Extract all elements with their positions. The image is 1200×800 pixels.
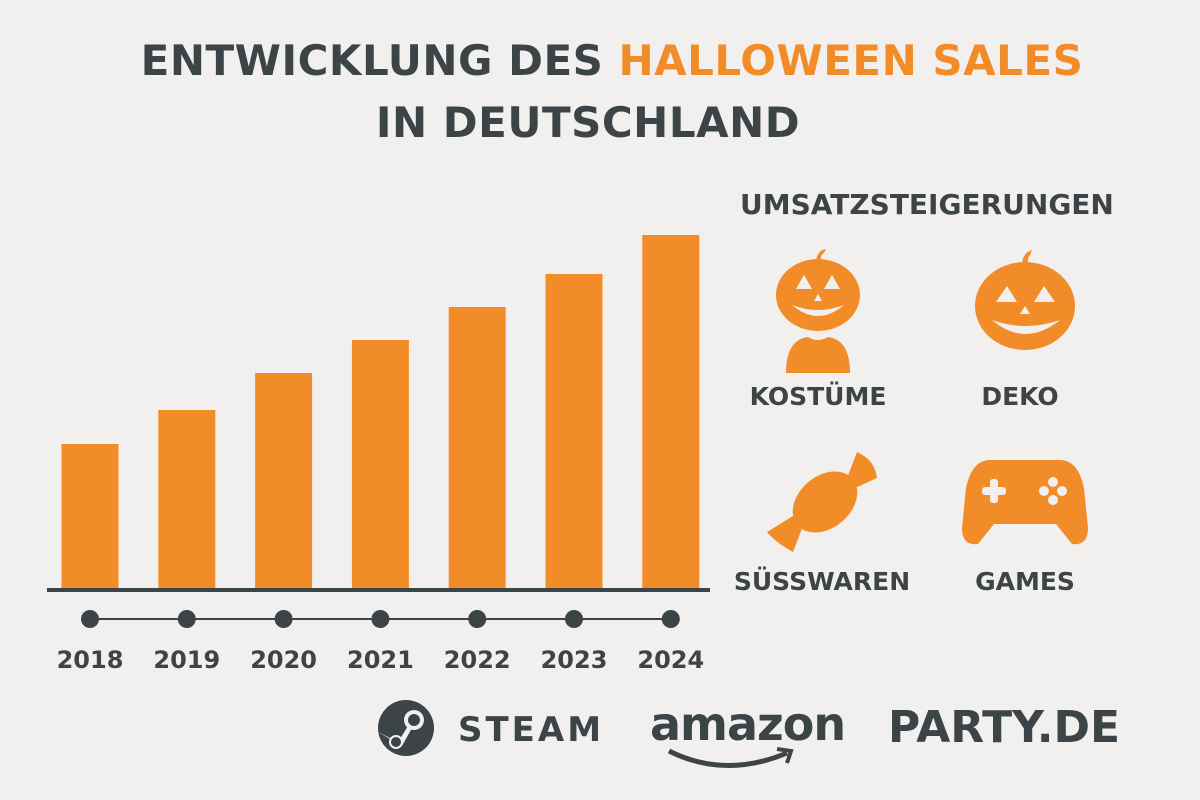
timeline-dot-2021	[371, 610, 390, 628]
title-highlight: HALLOWEEN SALES	[618, 36, 1084, 85]
steam-logo-text: STEAM	[458, 710, 605, 750]
bar-2023	[545, 274, 603, 588]
bar-chart: 2018 2019 2020 2021 2022 2023 2024	[47, 235, 710, 674]
title-line-1: ENTWICKLUNG DES HALLOWEEN SALES	[12, 36, 1200, 85]
x-tick-label: 2019	[153, 646, 220, 674]
bar-2022	[448, 307, 506, 588]
timeline-dot-2022	[468, 610, 487, 628]
bar-2024	[642, 235, 700, 588]
category-deko: DEKO	[981, 382, 1059, 411]
category-games: GAMES	[975, 567, 1075, 596]
bar-2019	[158, 410, 216, 588]
title-line-2: IN DEUTSCHLAND	[375, 98, 801, 147]
x-tick-label: 2021	[347, 646, 414, 674]
timeline-dot-2023	[565, 610, 583, 628]
timeline-dot-2019	[177, 610, 196, 628]
x-tick-label: 2022	[444, 646, 511, 674]
bar-2020	[255, 373, 313, 588]
party-de-logo-text: PARTY.DE	[888, 702, 1121, 753]
x-tick-label: 2020	[250, 646, 317, 674]
timeline-dot-2020	[274, 610, 293, 628]
amazon-smile-icon	[667, 747, 794, 768]
timeline-dot-2018	[81, 610, 99, 628]
candy-icon	[767, 452, 877, 552]
x-tick-label: 2018	[57, 646, 124, 674]
x-tick-label: 2024	[637, 646, 704, 674]
bar-2021	[351, 340, 409, 588]
x-tick-label: 2023	[541, 646, 608, 674]
gamepad-icon	[962, 460, 1088, 545]
amazon-logo-text: amazon	[650, 697, 846, 751]
category-kostueme: KOSTÜME	[749, 382, 887, 411]
bar-2018	[61, 444, 119, 588]
title-prefix: ENTWICKLUNG DES	[140, 36, 619, 85]
jack-o-lantern-icon	[975, 250, 1075, 350]
timeline-dot-2024	[661, 610, 680, 628]
pumpkin-head-person-icon	[776, 249, 860, 373]
categories-heading: UMSATZSTEIGERUNGEN	[740, 188, 1114, 221]
category-suesswaren: SÜSSWAREN	[733, 567, 911, 596]
steam-logo-icon	[378, 700, 434, 756]
